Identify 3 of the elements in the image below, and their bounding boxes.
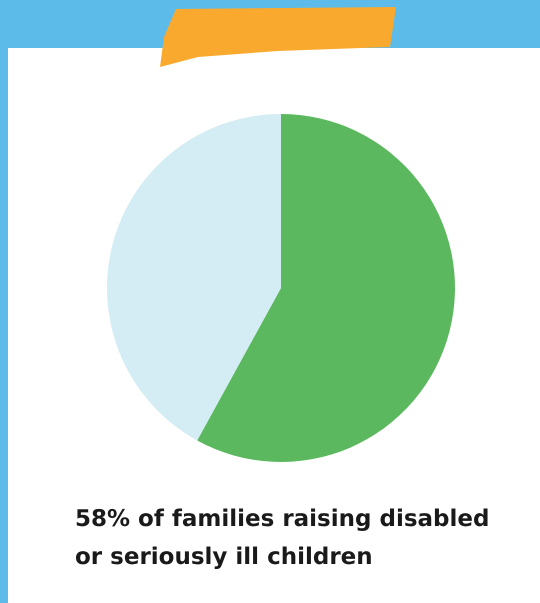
pie-slice	[197, 114, 455, 462]
text: 58% of families raising disabled or seriously ill children	[75, 505, 490, 572]
pie-slice	[107, 114, 281, 440]
